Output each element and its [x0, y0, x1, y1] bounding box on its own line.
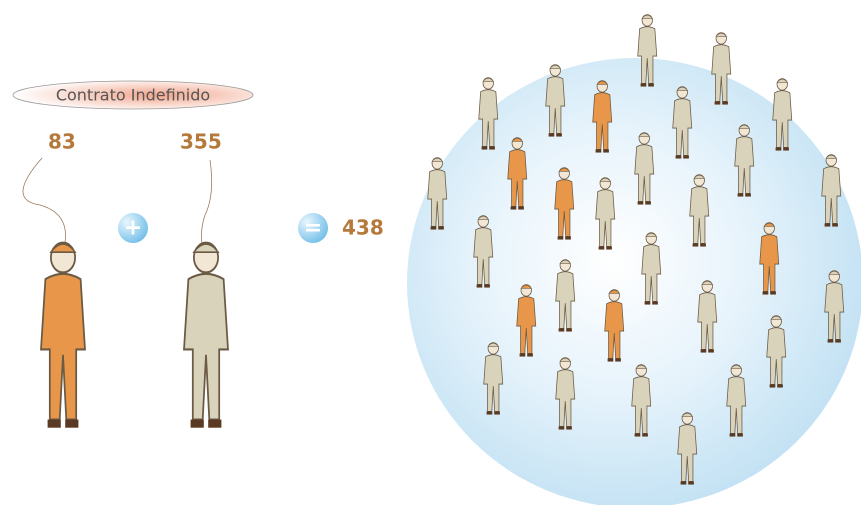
equals-sign: =	[304, 216, 322, 241]
woman-figure	[41, 243, 85, 428]
women-count: 83	[48, 130, 76, 154]
man-figure	[184, 243, 228, 428]
plus-sign: +	[124, 216, 142, 241]
category-label: Contrato Indefinido	[56, 86, 210, 105]
connector	[23, 158, 66, 255]
total-count: 438	[342, 216, 384, 240]
men-count: 355	[180, 130, 222, 154]
group-circle	[407, 58, 861, 505]
infographic: Contrato Indefinido 83 355 + = 438	[0, 0, 861, 505]
